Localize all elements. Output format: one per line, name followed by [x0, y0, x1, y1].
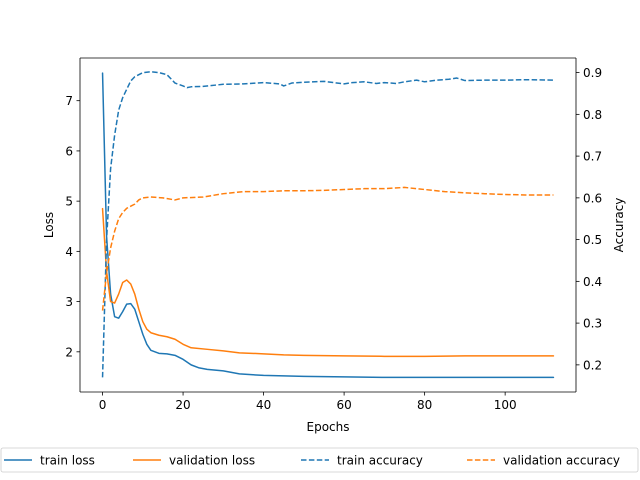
x-tick-label: 80: [417, 398, 432, 412]
legend: train loss validation loss train accuracy v…: [0, 447, 639, 473]
y-right-tick-label: 0.2: [583, 358, 602, 372]
x-tick-label: 100: [494, 398, 517, 412]
legend-label: validation accuracy: [503, 454, 620, 468]
series-line-validation-loss: [101, 207, 555, 358]
legend-label: train accuracy: [337, 454, 423, 468]
x-tick-label: 60: [336, 398, 351, 412]
series-line-train-accuracy: [101, 71, 554, 378]
series-line-train-loss: [101, 72, 555, 379]
y-right-tick-label: 0.9: [583, 66, 602, 80]
y-right-tick-label: 0.6: [583, 191, 602, 205]
axes-layer: 0 20 40 60 80 100 2 3 4 5 6 7 0.2 0.3 0.4 0.5 0.6 0.7 0.8 0…: [42, 57, 626, 434]
y-right-tick-label: 0.8: [583, 108, 602, 122]
x-axis-label: Epochs: [307, 420, 350, 434]
y-axis-label-right: Accuracy: [612, 198, 626, 253]
y-right-tick-label: 0.7: [583, 150, 602, 164]
x-tick-label: 20: [175, 398, 190, 412]
y-left-tick-label: 6: [65, 144, 73, 158]
y-right-tick-label: 0.5: [583, 233, 602, 247]
series-line-validation-accuracy: [101, 186, 554, 311]
y-axis-label-left: Loss: [42, 212, 56, 238]
y-right-tick-label: 0.3: [583, 317, 602, 331]
y-left-tick-label: 5: [65, 195, 73, 209]
y-left-tick-label: 2: [65, 345, 73, 359]
y-right-tick-label: 0.4: [583, 275, 602, 289]
y-left-tick-label: 7: [65, 94, 73, 108]
x-tick-label: 40: [256, 398, 271, 412]
y-left-tick-label: 4: [65, 245, 73, 259]
legend-label: train loss: [40, 454, 95, 468]
x-tick-label: 0: [99, 398, 107, 412]
y-left-tick-label: 3: [65, 295, 73, 309]
legend-label: validation loss: [169, 454, 255, 468]
series-layer: [101, 71, 555, 379]
